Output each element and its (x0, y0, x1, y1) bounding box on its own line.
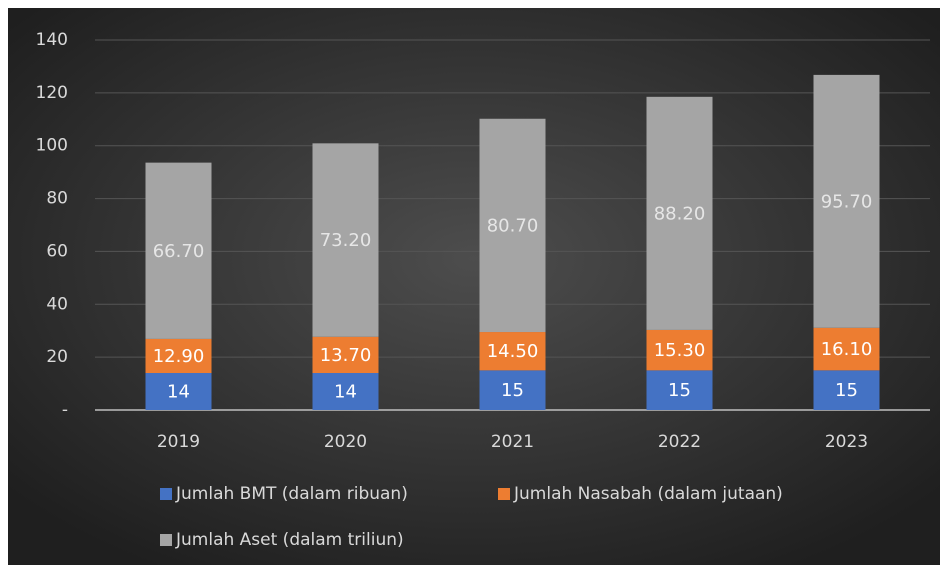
data-label: 80.70 (487, 215, 539, 236)
data-label: 66.70 (153, 241, 205, 262)
x-tick-label: 2023 (825, 432, 868, 452)
data-label: 95.70 (821, 191, 873, 212)
legend-label: Jumlah BMT (dalam ribuan) (175, 484, 408, 504)
x-tick-label: 2020 (324, 432, 367, 452)
legend-label: Jumlah Nasabah (dalam jutaan) (513, 484, 783, 504)
y-tick-label: 100 (36, 136, 68, 156)
data-label: 12.90 (153, 346, 205, 367)
legend-swatch (160, 534, 172, 546)
bar-segment (813, 327, 880, 371)
y-tick-label: 60 (46, 241, 68, 261)
bar-segment (646, 370, 713, 410)
y-tick-label: 140 (36, 30, 68, 50)
legend-swatch (498, 488, 510, 500)
y-tick-label: 120 (36, 83, 68, 103)
bar-segment (145, 162, 212, 339)
bar-segment (312, 143, 379, 337)
bar-segment (479, 118, 546, 333)
data-label: 15 (668, 380, 691, 401)
bar-segment (646, 96, 713, 330)
data-label: 13.70 (320, 345, 372, 366)
data-label: 15.30 (654, 340, 706, 361)
legend-label: Jumlah Aset (dalam triliun) (175, 530, 404, 550)
data-label: 14 (334, 382, 357, 403)
x-tick-label: 2019 (157, 432, 200, 452)
legend-swatch (160, 488, 172, 500)
y-tick-label: 40 (46, 294, 68, 314)
bar-segment (312, 373, 379, 410)
y-tick-label: 80 (46, 189, 68, 209)
data-label: 15 (501, 380, 524, 401)
bar-segment (813, 370, 880, 410)
y-tick-label: - (62, 400, 68, 420)
data-label: 14 (167, 382, 190, 403)
x-tick-label: 2022 (658, 432, 701, 452)
data-label: 88.20 (654, 203, 706, 224)
x-tick-label: 2021 (491, 432, 534, 452)
y-tick-label: 20 (46, 347, 68, 367)
data-label: 73.20 (320, 230, 372, 251)
bar-segment (145, 338, 212, 373)
bar-segment (312, 336, 379, 373)
bar-segment (646, 329, 713, 371)
data-label: 15 (835, 380, 858, 401)
bar-segment (479, 332, 546, 371)
data-label: 14.50 (487, 341, 539, 362)
data-label: 16.10 (821, 339, 873, 360)
bar-segment (813, 74, 880, 328)
bar-segment (479, 370, 546, 410)
bar-segment (145, 373, 212, 410)
